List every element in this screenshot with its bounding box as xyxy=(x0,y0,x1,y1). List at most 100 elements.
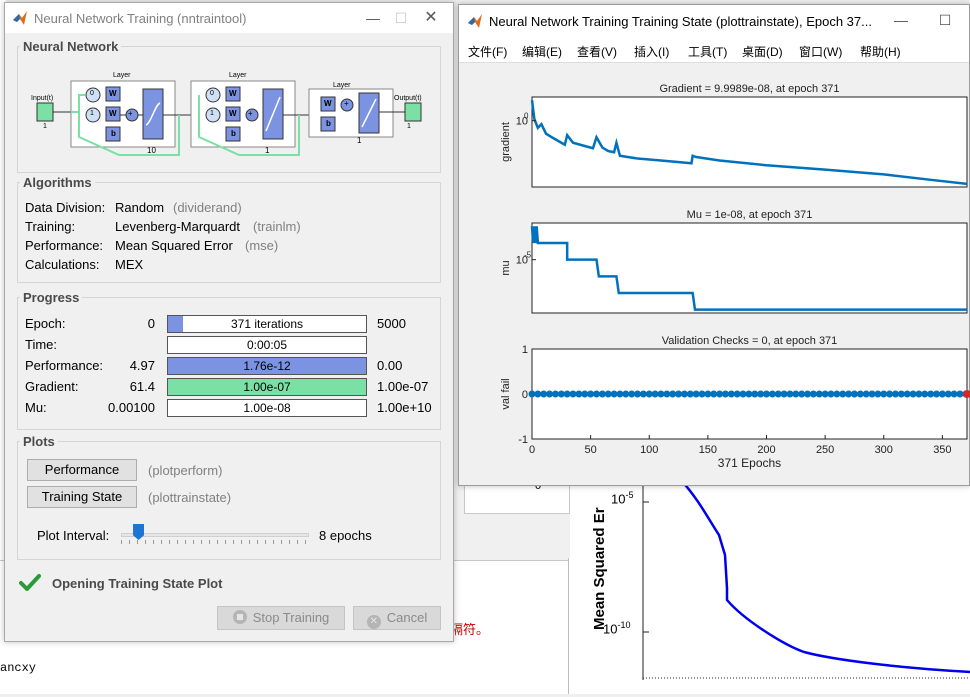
validation-point xyxy=(774,390,782,398)
diagram-layer2-size: 1 xyxy=(265,146,270,155)
progress-heading: Progress xyxy=(23,290,80,305)
diagram-input-size: 1 xyxy=(43,123,47,130)
status-text: Opening Training State Plot xyxy=(52,576,223,591)
diagram-layer1-size: 10 xyxy=(147,146,156,155)
validation-point xyxy=(944,390,952,398)
plottrainstate-window: Neural Network Training Training State (… xyxy=(458,4,970,486)
validation-point xyxy=(622,390,630,398)
progress-end-value: 1.00e+10 xyxy=(377,400,432,415)
menu-edit[interactable]: 编辑(E) xyxy=(522,45,562,59)
validation-point xyxy=(563,390,571,398)
validation-point xyxy=(862,390,870,398)
diagram-layer3-size: 1 xyxy=(357,136,362,145)
diagram-output-label: Output(t) xyxy=(394,95,422,102)
training-state-plot-fn: (plottrainstate) xyxy=(148,490,232,505)
validation-point xyxy=(739,390,747,398)
perf-ylabel: Mean Squared Er xyxy=(591,507,608,630)
menu-help[interactable]: 帮助(H) xyxy=(860,45,901,59)
validation-point xyxy=(680,390,688,398)
minimize-button[interactable]: — xyxy=(894,12,908,28)
validation-point xyxy=(698,390,706,398)
progress-bar: 371 iterations xyxy=(167,315,367,333)
network-diagram xyxy=(36,80,422,156)
progress-bar: 1.00e-07 xyxy=(167,378,367,396)
progress-label: Time: xyxy=(25,337,58,352)
menu-desktop[interactable]: 桌面(D) xyxy=(742,45,783,59)
diagram-delay-0: 0 xyxy=(90,90,94,97)
plot-xtick-label: 200 xyxy=(757,444,775,456)
progress-row: Gradient: 61.4 1.00e-07 xyxy=(25,378,428,396)
plot-title: Validation Checks = 0, at epoch 371 xyxy=(662,335,838,347)
validation-point xyxy=(921,390,929,398)
maximize-button[interactable]: ☐ xyxy=(394,10,408,26)
validation-point xyxy=(686,390,694,398)
validation-point xyxy=(880,390,888,398)
validation-point xyxy=(915,390,923,398)
menu-file[interactable]: 文件(F) xyxy=(468,45,508,59)
progress-row: Time: xyxy=(25,336,57,354)
plot-ytick-label: 1 xyxy=(522,344,528,356)
progress-row: Epoch: 0 5000 xyxy=(25,315,406,333)
close-button[interactable]: ✕ xyxy=(424,9,438,26)
validation-point xyxy=(933,390,941,398)
nntraintool-titlebar[interactable]: Neural Network Training (nntraintool) — … xyxy=(5,3,453,33)
plot-interval-slider-thumb[interactable] xyxy=(133,524,145,540)
validation-point xyxy=(868,390,876,398)
plot-interval-slider[interactable] xyxy=(121,524,309,544)
stop-training-label: Stop Training xyxy=(252,610,330,625)
checkmark-icon xyxy=(19,574,41,591)
validation-point xyxy=(604,390,612,398)
algorithm-row-division: Data Division: Random (dividerand) xyxy=(25,200,242,215)
progress-bar-value: 1.00e-07 xyxy=(243,380,291,394)
plot-series-line xyxy=(530,226,967,311)
validation-point xyxy=(592,390,600,398)
validation-point xyxy=(710,390,718,398)
plots-group: Plots xyxy=(17,434,441,560)
neural-network-group: Neural Network xyxy=(17,39,441,173)
validation-point xyxy=(651,390,659,398)
plot-series-line xyxy=(530,100,968,186)
maximize-button[interactable]: ☐ xyxy=(938,12,952,28)
diagram-delay-1: 1 xyxy=(90,110,94,117)
validation-point xyxy=(751,390,759,398)
perf-ytick-2: 10-10 xyxy=(603,620,631,637)
validation-point xyxy=(557,390,565,398)
progress-bar-fill xyxy=(168,358,366,374)
minimize-button[interactable]: — xyxy=(366,10,380,26)
validation-point xyxy=(856,390,864,398)
nntraintool-title: Neural Network Training (nntraintool) xyxy=(34,11,247,26)
diagram-plus2: + xyxy=(248,109,253,118)
validation-point xyxy=(528,390,536,398)
diagram-delay-0b: 0 xyxy=(210,90,214,97)
validation-point xyxy=(733,390,741,398)
menu-insert[interactable]: 插入(I) xyxy=(634,45,670,59)
progress-start-value: 0.00100 xyxy=(108,400,155,415)
menu-window[interactable]: 窗口(W) xyxy=(799,45,843,59)
cancel-icon: ✕ xyxy=(366,615,381,629)
training-state-plots: Gradient = 9.9989e-08, at epoch 371 gradi… xyxy=(500,83,970,470)
editor-mono-text: ancxy xyxy=(0,661,37,675)
plot-ylabel: mu xyxy=(500,260,512,275)
plot-xlabel: 371 Epochs xyxy=(718,456,781,470)
validation-point xyxy=(721,390,729,398)
progress-label: Performance: xyxy=(25,358,104,373)
performance-plot-fn: (plotperform) xyxy=(148,463,223,478)
menu-view[interactable]: 查看(V) xyxy=(577,45,617,59)
cancel-button[interactable]: ✕ Cancel xyxy=(353,606,441,630)
validation-point xyxy=(534,390,542,398)
menu-tools[interactable]: 工具(T) xyxy=(688,45,728,59)
validation-point xyxy=(587,390,595,398)
plottrainstate-titlebar[interactable]: Neural Network Training Training State (… xyxy=(459,5,969,37)
progress-label: Mu: xyxy=(25,400,47,415)
training-state-plot-button[interactable]: Training State xyxy=(27,486,137,508)
diagram-delay-1b: 1 xyxy=(210,110,214,117)
stop-training-button[interactable]: Stop Training xyxy=(217,606,345,630)
performance-plot-button[interactable]: Performance xyxy=(27,459,137,481)
validation-point xyxy=(891,390,899,398)
progress-label: Gradient: xyxy=(25,379,79,394)
diagram-plus1: + xyxy=(128,109,133,118)
plot-xtick-label: 50 xyxy=(585,444,597,456)
validation-point xyxy=(809,390,817,398)
progress-bar-fill xyxy=(168,316,183,332)
diagram-w1: W xyxy=(109,89,117,98)
